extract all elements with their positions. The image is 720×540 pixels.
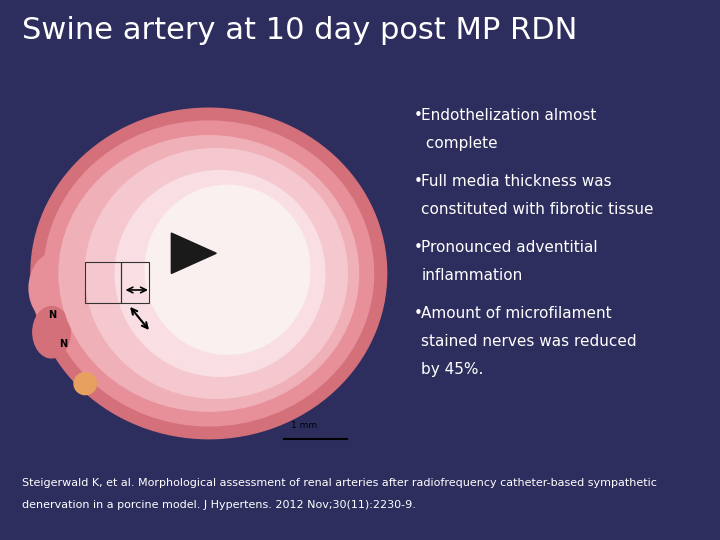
Text: •: • xyxy=(414,240,423,255)
Ellipse shape xyxy=(145,185,310,354)
Text: by 45%.: by 45%. xyxy=(421,362,484,377)
Text: Steigerwald K, et al. Morphological assessment of renal arteries after radiofreq: Steigerwald K, et al. Morphological asse… xyxy=(22,478,657,488)
Text: Endothelization almost: Endothelization almost xyxy=(421,108,597,123)
Polygon shape xyxy=(171,233,216,273)
Bar xyxy=(85,262,121,303)
Text: denervation in a porcine model. J Hypertens. 2012 Nov;30(11):2230-9.: denervation in a porcine model. J Hypert… xyxy=(22,500,415,510)
Text: inflammation: inflammation xyxy=(421,268,523,283)
Text: •: • xyxy=(414,108,423,123)
Ellipse shape xyxy=(31,108,387,438)
Ellipse shape xyxy=(115,171,325,376)
Text: Swine artery at 10 day post MP RDN: Swine artery at 10 day post MP RDN xyxy=(22,16,577,45)
Text: 1 mm: 1 mm xyxy=(291,421,318,430)
Text: •: • xyxy=(414,306,423,321)
Bar xyxy=(121,262,149,303)
Text: N: N xyxy=(48,309,56,320)
Ellipse shape xyxy=(59,136,359,411)
Ellipse shape xyxy=(33,307,71,358)
Text: constituted with fibrotic tissue: constituted with fibrotic tissue xyxy=(421,202,654,217)
Text: Pronounced adventitial: Pronounced adventitial xyxy=(421,240,598,255)
Ellipse shape xyxy=(74,373,96,395)
Text: Full media thickness was: Full media thickness was xyxy=(421,174,612,189)
Text: complete: complete xyxy=(421,136,498,151)
Ellipse shape xyxy=(44,121,374,426)
Ellipse shape xyxy=(29,252,89,325)
Text: stained nerves was reduced: stained nerves was reduced xyxy=(421,334,636,349)
Text: Amount of microfilament: Amount of microfilament xyxy=(421,306,612,321)
Text: N: N xyxy=(59,339,67,349)
Text: •: • xyxy=(414,174,423,189)
Ellipse shape xyxy=(85,148,347,399)
